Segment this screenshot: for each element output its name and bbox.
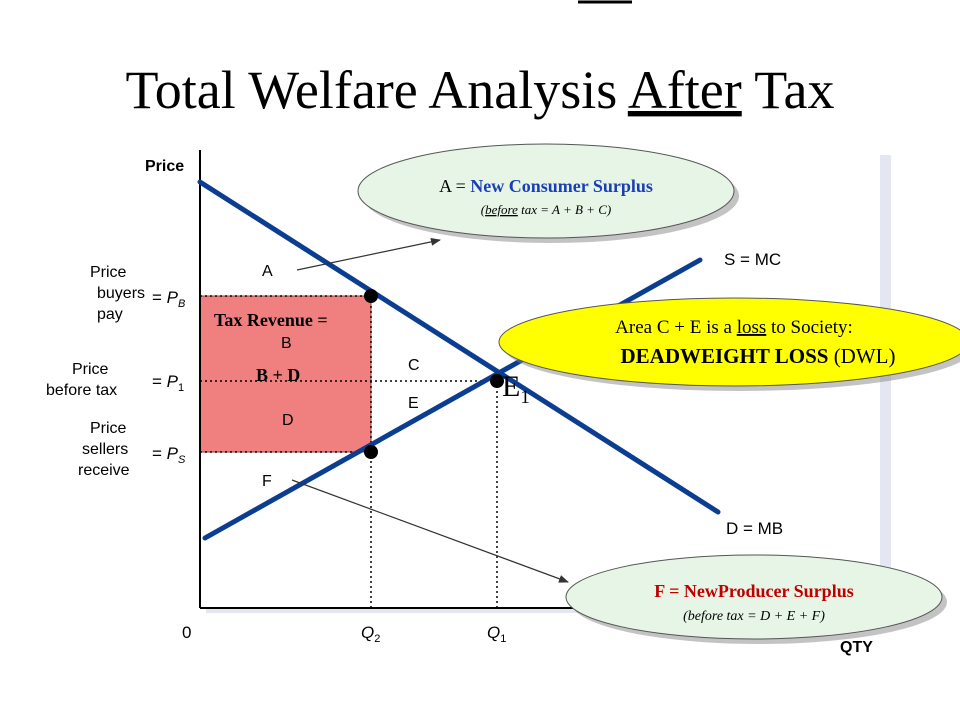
tax-revenue-line-1: Tax Revenue = xyxy=(214,310,328,330)
page-title: Total Welfare Analysis After Tax xyxy=(126,60,835,120)
pb-label: = PB xyxy=(152,288,185,310)
dwl-callout xyxy=(498,297,960,387)
consumer-callout-title: A = New Consumer Surplus xyxy=(439,176,653,196)
dwl-callout-line-2: DEADWEIGHT LOSS (DWL) xyxy=(621,344,896,368)
supply-label: S = MC xyxy=(724,250,781,269)
title-suffix: Tax xyxy=(742,60,835,120)
demand-curve xyxy=(197,179,721,515)
consumer-arrow xyxy=(296,237,441,271)
dwl-callout-line-1: Area C + E is a loss to Society: xyxy=(615,317,853,338)
region-d: D xyxy=(282,412,294,429)
origin-label: 0 xyxy=(182,623,191,642)
region-c: C xyxy=(408,357,420,374)
consumer-surplus-callout xyxy=(357,143,735,239)
price-before-line-2: before tax xyxy=(46,382,117,399)
demand-label: D = MB xyxy=(726,519,783,538)
price-buyers-desc: Price buyers pay xyxy=(90,264,145,323)
price-sellers-desc: Price sellers receive xyxy=(78,420,130,479)
region-a: A xyxy=(262,263,273,280)
price-sellers-line-1: Price xyxy=(90,420,127,437)
producer-arrow xyxy=(291,479,569,583)
price-before-line-1: Price xyxy=(72,361,109,378)
q2-label: Q2 xyxy=(361,623,380,645)
price-buyers-line-2: buyers xyxy=(97,285,145,302)
producer-callout-title: F = NewProducer Surplus xyxy=(654,581,853,601)
tax-revenue-line-2: B + D xyxy=(256,365,300,385)
p1-label: = P1 xyxy=(152,372,184,394)
price-buyers-line-1: Price xyxy=(90,264,127,281)
y-axis-label: Price xyxy=(145,158,184,175)
price-sellers-line-2: sellers xyxy=(82,441,128,458)
consumer-callout-note: (before tax = A + B + C) xyxy=(481,202,611,217)
price-buyers-line-3: pay xyxy=(97,306,123,323)
producer-surplus-callout xyxy=(565,554,943,640)
title-underlined: After xyxy=(628,60,742,120)
region-f: F xyxy=(262,473,272,490)
buyer-price-point xyxy=(364,289,378,303)
price-before-desc: Price before tax xyxy=(46,361,117,399)
seller-price-point xyxy=(364,445,378,459)
ps-label: = PS xyxy=(152,444,186,466)
producer-callout-note: (before tax = D + E + F) xyxy=(683,609,825,624)
price-sellers-line-3: receive xyxy=(78,462,130,479)
equilibrium-point xyxy=(490,374,504,388)
region-e: E xyxy=(408,395,419,412)
q1-label: Q1 xyxy=(487,623,506,645)
region-b: B xyxy=(281,335,292,352)
equilibrium-label: E1 xyxy=(502,370,530,408)
x-axis-label: QTY xyxy=(840,639,873,656)
title-prefix: Total Welfare Analysis xyxy=(126,60,628,120)
